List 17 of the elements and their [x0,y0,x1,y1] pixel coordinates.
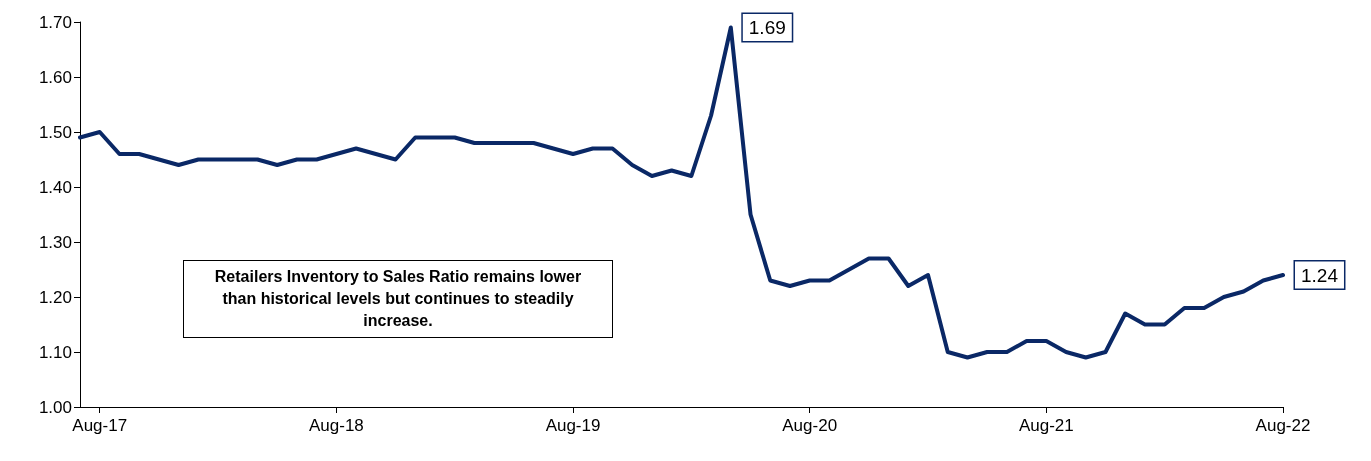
y-tick-label: 1.60 [38,67,72,87]
data-label: 1.69 [748,17,786,38]
x-tick-label: Aug-19 [545,416,601,435]
y-tick-label: 1.30 [38,232,72,252]
data-label: 1.24 [1301,264,1339,286]
y-tick-label: 1.70 [38,12,72,32]
x-tick-label: Aug-22 [1255,416,1311,435]
text-box: Retailers Inventory to Sales Ratio remains lower than historical levels but continues to steadily increase. [183,260,613,338]
y-tick-label: 1.50 [38,122,72,142]
y-tick-label: 1.40 [38,177,72,197]
y-tick-label: 1.20 [38,287,72,307]
y-tick-label: 1.00 [38,397,72,417]
y-tick-label: 1.10 [38,342,72,362]
x-tick-label: Aug-20 [782,416,838,435]
x-tick-label: Aug-18 [308,416,364,435]
x-tick-label: Aug-21 [1018,416,1074,435]
x-tick-label: Aug-17 [72,416,128,435]
